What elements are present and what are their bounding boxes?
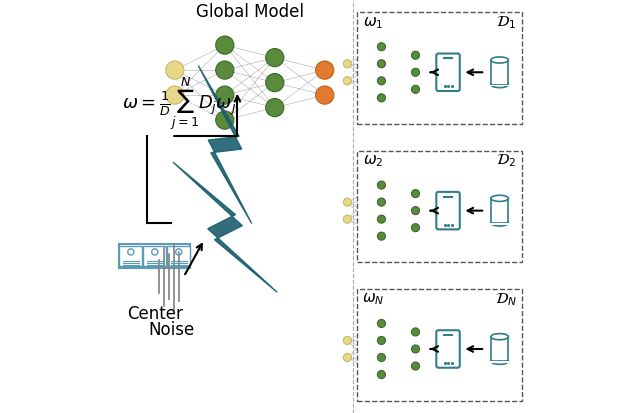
Circle shape — [316, 61, 334, 79]
Bar — [491, 60, 508, 85]
Circle shape — [343, 77, 351, 85]
Circle shape — [445, 215, 454, 223]
Text: $\omega_N$: $\omega_N$ — [362, 292, 385, 307]
Ellipse shape — [491, 220, 508, 226]
Ellipse shape — [491, 57, 508, 63]
Bar — [490, 361, 509, 363]
Circle shape — [378, 94, 385, 102]
Circle shape — [412, 224, 420, 232]
FancyBboxPatch shape — [357, 289, 522, 401]
FancyBboxPatch shape — [120, 244, 190, 268]
Circle shape — [378, 319, 385, 328]
Bar — [490, 85, 509, 86]
Text: $\mathcal{D}_2$: $\mathcal{D}_2$ — [496, 153, 516, 169]
Circle shape — [216, 36, 234, 54]
Circle shape — [412, 328, 420, 336]
Ellipse shape — [491, 334, 508, 340]
FancyBboxPatch shape — [357, 12, 522, 124]
FancyBboxPatch shape — [357, 151, 522, 262]
Circle shape — [216, 61, 234, 79]
Circle shape — [266, 74, 284, 92]
Polygon shape — [198, 66, 252, 223]
Text: Global Model: Global Model — [196, 3, 304, 21]
Circle shape — [166, 61, 184, 79]
FancyBboxPatch shape — [436, 54, 460, 91]
Ellipse shape — [491, 195, 508, 202]
Circle shape — [216, 86, 234, 104]
Circle shape — [378, 43, 385, 51]
FancyBboxPatch shape — [436, 192, 460, 229]
Circle shape — [445, 77, 454, 85]
Text: $\omega = \frac{1}{D}\sum_{j=1}^{N}D_j\omega_j$: $\omega = \frac{1}{D}\sum_{j=1}^{N}D_j\o… — [122, 75, 236, 132]
FancyBboxPatch shape — [436, 330, 460, 368]
Circle shape — [412, 51, 420, 59]
Circle shape — [316, 86, 334, 104]
Circle shape — [445, 198, 454, 206]
Circle shape — [378, 181, 385, 189]
Bar — [168, 246, 190, 266]
Text: Noise: Noise — [148, 321, 195, 339]
Circle shape — [216, 111, 234, 129]
Circle shape — [412, 362, 420, 370]
Circle shape — [378, 60, 385, 68]
Circle shape — [343, 60, 351, 68]
Circle shape — [412, 85, 420, 93]
Text: $\mathcal{D}_1$: $\mathcal{D}_1$ — [496, 14, 516, 31]
Circle shape — [266, 98, 284, 116]
Bar — [120, 246, 142, 266]
Circle shape — [412, 190, 420, 197]
Circle shape — [343, 337, 351, 344]
Ellipse shape — [491, 358, 508, 364]
Text: Center: Center — [127, 305, 183, 323]
Ellipse shape — [491, 81, 508, 88]
Circle shape — [378, 354, 385, 361]
Circle shape — [378, 215, 385, 223]
Circle shape — [378, 370, 385, 379]
Circle shape — [412, 68, 420, 76]
Circle shape — [445, 337, 454, 344]
Text: $\omega_2$: $\omega_2$ — [364, 153, 384, 169]
Circle shape — [378, 77, 385, 85]
Circle shape — [378, 232, 385, 240]
Bar — [490, 223, 509, 225]
Bar — [143, 246, 166, 266]
Circle shape — [343, 215, 351, 223]
Circle shape — [412, 345, 420, 353]
Circle shape — [343, 198, 351, 206]
Bar — [491, 198, 508, 223]
Circle shape — [266, 48, 284, 66]
Circle shape — [343, 354, 351, 361]
Circle shape — [378, 337, 385, 344]
Circle shape — [445, 60, 454, 68]
Text: $\omega_1$: $\omega_1$ — [364, 15, 384, 31]
Polygon shape — [173, 162, 277, 292]
Circle shape — [166, 86, 184, 104]
Circle shape — [412, 206, 420, 215]
Text: $\mathcal{D}_N$: $\mathcal{D}_N$ — [495, 291, 517, 308]
Circle shape — [378, 198, 385, 206]
Circle shape — [445, 354, 454, 361]
Bar — [491, 337, 508, 361]
